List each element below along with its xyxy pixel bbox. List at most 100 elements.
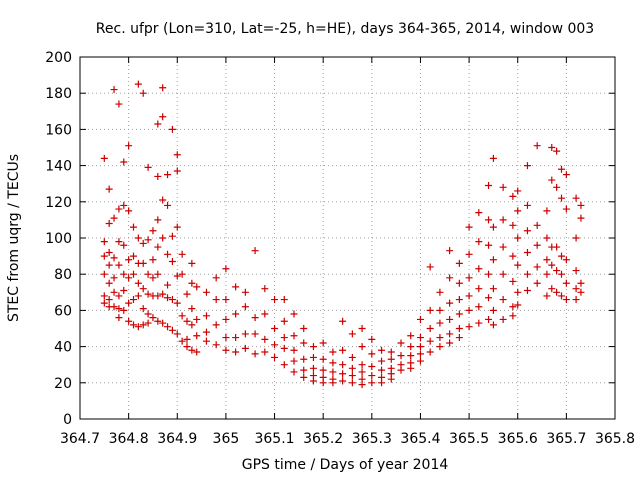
data-point <box>105 185 113 193</box>
y-tick-label: 60 <box>54 303 72 319</box>
data-point <box>222 265 230 273</box>
data-point <box>134 292 142 300</box>
x-tick-label: 365.1 <box>254 431 294 447</box>
data-point <box>134 80 142 88</box>
data-point <box>465 323 473 331</box>
data-point <box>465 223 473 231</box>
data-point <box>577 201 585 209</box>
data-point <box>309 353 317 361</box>
data-point <box>533 142 541 150</box>
data-point <box>144 310 152 318</box>
data-point <box>543 256 551 264</box>
data-point <box>120 306 128 314</box>
data-point <box>115 305 123 313</box>
data-point <box>562 256 570 264</box>
data-point <box>309 343 317 351</box>
data-point <box>485 270 493 278</box>
data-point <box>329 379 337 387</box>
chart-title: Rec. ufpr (Lon=310, Lat=-25, h=HE), days… <box>96 21 594 37</box>
data-point <box>499 296 507 304</box>
data-point <box>455 279 463 287</box>
data-point <box>446 274 454 282</box>
data-point <box>514 261 522 269</box>
axis-ticks: 364.7 364.8 364.9 365 365.1 365.2 365.3 365.4 36… <box>45 50 635 447</box>
data-point <box>309 364 317 372</box>
data-point <box>489 256 497 264</box>
data-point <box>523 270 531 278</box>
x-tick-label: 365 <box>213 431 240 447</box>
data-point <box>446 339 454 347</box>
data-point <box>125 256 133 264</box>
data-point <box>523 227 531 235</box>
data-point <box>543 270 551 278</box>
y-tick-label: 200 <box>45 50 72 66</box>
data-point <box>378 366 386 374</box>
data-point <box>387 348 395 356</box>
data-point <box>290 357 298 365</box>
data-point <box>309 377 317 385</box>
data-point <box>300 339 308 347</box>
data-point <box>139 305 147 313</box>
data-point <box>241 330 249 338</box>
data-point <box>339 370 347 378</box>
data-point <box>173 151 181 159</box>
data-point <box>280 317 288 325</box>
data-point <box>212 296 220 304</box>
data-point <box>178 250 186 258</box>
data-point <box>125 274 133 282</box>
data-point <box>261 335 269 343</box>
data-point <box>271 325 279 332</box>
data-point <box>416 350 424 358</box>
data-point <box>509 252 517 260</box>
data-point <box>105 248 113 256</box>
data-point <box>149 274 157 282</box>
data-point <box>485 182 493 190</box>
data-point <box>436 343 444 351</box>
data-point <box>339 346 347 354</box>
data-point <box>499 243 507 251</box>
data-point <box>149 227 157 235</box>
data-point <box>455 334 463 342</box>
data-point <box>489 285 497 293</box>
data-point <box>120 201 128 209</box>
data-point <box>514 207 522 215</box>
data-point <box>188 259 196 267</box>
data-point <box>120 241 128 249</box>
data-point <box>173 167 181 175</box>
data-point <box>115 205 123 213</box>
data-point <box>149 256 157 264</box>
data-point <box>168 258 176 266</box>
data-point <box>168 232 176 240</box>
data-point <box>465 292 473 300</box>
data-point <box>154 243 162 251</box>
data-point <box>300 373 308 381</box>
data-point <box>241 344 249 352</box>
data-point <box>523 248 531 256</box>
data-point <box>368 350 376 358</box>
data-point <box>514 288 522 296</box>
data-point <box>553 183 561 191</box>
data-point <box>523 286 531 294</box>
data-point <box>222 315 230 323</box>
data-point <box>183 343 191 351</box>
data-point <box>436 319 444 327</box>
data-point <box>543 234 551 242</box>
data-point <box>139 239 147 247</box>
data-point <box>558 165 565 173</box>
data-point <box>125 299 133 307</box>
data-point <box>115 292 123 300</box>
data-point <box>300 366 308 374</box>
data-point <box>178 270 186 278</box>
data-point <box>562 205 570 213</box>
data-point <box>499 216 507 224</box>
data-point <box>159 234 167 242</box>
data-point <box>489 154 497 162</box>
data-point <box>115 261 123 269</box>
data-point <box>139 259 147 267</box>
data-point <box>193 332 201 340</box>
data-point <box>178 337 186 345</box>
data-point <box>368 363 376 371</box>
data-point <box>232 348 240 356</box>
data-point <box>144 290 152 298</box>
data-point <box>222 346 230 354</box>
